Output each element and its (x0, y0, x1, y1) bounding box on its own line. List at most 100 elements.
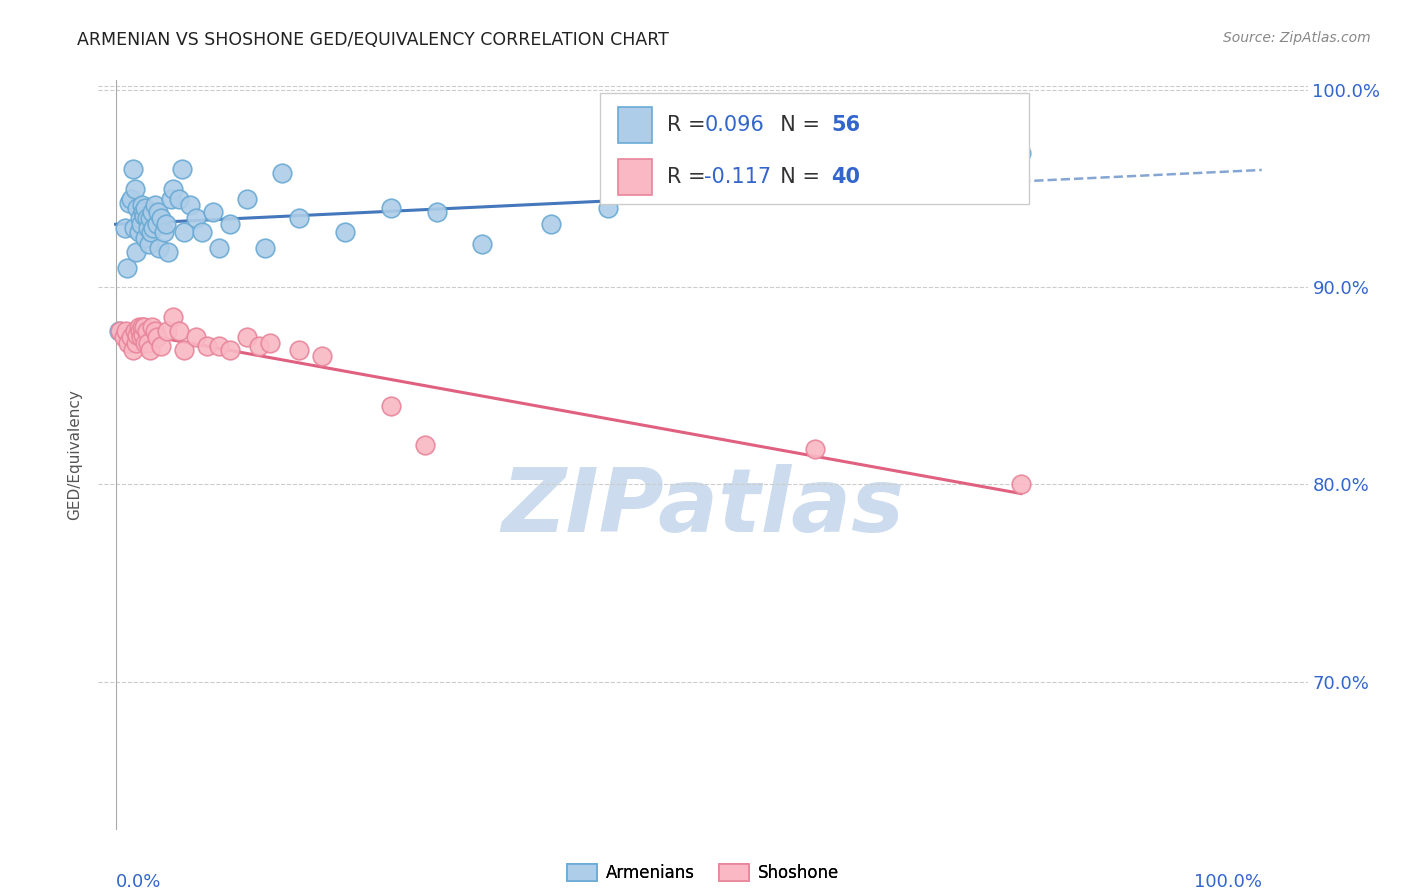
Point (108, 324, 131, 338)
Point (141, 205, 163, 219)
Point (173, 343, 195, 358)
Point (134, 210, 156, 224)
Point (124, 324, 146, 338)
Point (471, 236, 494, 251)
Point (142, 221, 165, 235)
FancyBboxPatch shape (600, 93, 1029, 204)
Text: 100.0%: 100.0% (1194, 873, 1261, 891)
Point (208, 339, 231, 353)
Point (288, 343, 311, 358)
Point (120, 329, 142, 343)
Point (135, 324, 157, 338)
Point (114, 221, 136, 235)
Text: 0.096: 0.096 (704, 115, 763, 135)
Point (413, 438, 436, 452)
Point (131, 319, 153, 334)
Point (141, 319, 163, 334)
Point (184, 211, 207, 226)
Point (120, 192, 142, 206)
Point (129, 217, 152, 231)
Point (152, 225, 174, 239)
Point (208, 241, 231, 255)
Point (128, 225, 150, 239)
Point (125, 335, 148, 350)
Point (115, 260, 138, 275)
Point (128, 324, 150, 338)
Point (136, 221, 159, 235)
Point (139, 211, 162, 226)
Point (128, 211, 150, 226)
Point (219, 217, 242, 231)
Point (134, 319, 156, 334)
Point (425, 205, 447, 219)
Point (135, 211, 157, 226)
Text: 56: 56 (831, 115, 860, 135)
Point (143, 197, 166, 211)
Point (139, 343, 162, 358)
Point (132, 205, 155, 219)
Point (202, 205, 225, 219)
Point (311, 349, 333, 363)
Point (236, 329, 259, 343)
Point (146, 329, 169, 343)
Point (146, 217, 169, 231)
Point (143, 324, 166, 338)
Point (150, 339, 173, 353)
Point (146, 205, 169, 219)
Point (173, 225, 195, 239)
Point (121, 161, 143, 176)
Text: N =: N = (768, 115, 827, 135)
Point (112, 329, 135, 343)
Point (803, 442, 825, 456)
Point (1010, 477, 1032, 491)
Point (333, 225, 356, 239)
Point (1010, 146, 1032, 161)
Text: 0.0%: 0.0% (115, 873, 160, 891)
Point (162, 182, 184, 196)
Point (253, 241, 276, 255)
Text: ZIPatlas: ZIPatlas (502, 464, 904, 551)
Text: -0.117: -0.117 (704, 167, 772, 187)
Point (132, 327, 155, 342)
Point (129, 329, 152, 343)
Text: 40: 40 (831, 167, 860, 187)
Point (157, 244, 180, 259)
Point (380, 202, 402, 216)
Point (159, 192, 181, 206)
Point (134, 202, 156, 216)
Point (540, 217, 562, 231)
Point (380, 399, 402, 413)
Point (236, 192, 259, 206)
Point (118, 195, 141, 210)
Point (125, 244, 148, 259)
Point (179, 197, 201, 211)
Point (124, 182, 146, 196)
Point (167, 324, 190, 338)
Point (127, 202, 149, 216)
Point (115, 324, 138, 338)
Point (270, 166, 292, 180)
Point (121, 343, 143, 358)
Text: R =: R = (666, 115, 711, 135)
Point (167, 192, 190, 206)
Point (247, 339, 270, 353)
Point (128, 319, 150, 334)
Point (259, 335, 281, 350)
Point (138, 236, 160, 251)
Point (122, 221, 145, 235)
Point (134, 231, 156, 245)
Point (219, 343, 242, 358)
Point (150, 211, 173, 226)
Point (134, 335, 156, 350)
Text: ARMENIAN VS SHOSHONE GED/EQUIVALENCY CORRELATION CHART: ARMENIAN VS SHOSHONE GED/EQUIVALENCY COR… (77, 31, 669, 49)
Point (139, 225, 162, 239)
FancyBboxPatch shape (619, 107, 652, 143)
Point (131, 197, 153, 211)
Point (136, 335, 159, 350)
Text: Source: ZipAtlas.com: Source: ZipAtlas.com (1223, 31, 1371, 45)
Point (156, 324, 179, 338)
Point (108, 324, 131, 338)
Point (190, 225, 212, 239)
Point (598, 202, 620, 216)
Point (162, 310, 184, 324)
